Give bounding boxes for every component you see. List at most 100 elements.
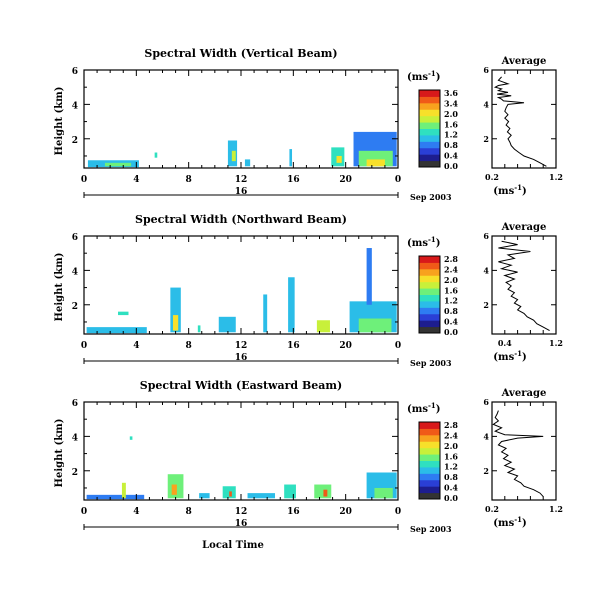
colorbar-tick-label: 1.6 (444, 451, 458, 461)
x-tick-label: 4 (133, 507, 139, 517)
colorbar-units-close: ) (436, 72, 441, 83)
x-tick-label: 20 (339, 341, 352, 351)
average-x-label-close: ) (522, 352, 527, 363)
colorbar-cell (419, 460, 440, 468)
colorbar-units-sup: -1 (428, 401, 436, 410)
colorbar-cell (419, 320, 440, 328)
colorbar-tick-label: 3.4 (444, 98, 458, 108)
plot-frame (83, 401, 399, 501)
colorbar-cell (419, 147, 440, 155)
average-x-label-base: (ms (493, 518, 514, 529)
echo-cell (323, 489, 328, 497)
x-tick-label: 8 (186, 175, 192, 185)
average-x-label-sup: -1 (514, 515, 522, 524)
colorbar-tick-label: 0.4 (444, 317, 458, 327)
average-panel-1: Average 2 4 6 0.2 1.2 (483, 56, 563, 182)
date-suffix: Sep 2003 (410, 358, 452, 368)
average-title: Average (501, 56, 547, 67)
colorbar-tick-label: 2.8 (444, 420, 458, 430)
x-tick-label: 8 (186, 507, 192, 517)
y-tick-label: 4 (72, 101, 78, 111)
plot-frame (83, 69, 399, 169)
x-tick-label: 8 (186, 341, 192, 351)
colorbar-cell (419, 441, 440, 449)
average-y-tick-label: 6 (483, 231, 489, 241)
average-x-label-base: (ms (493, 352, 514, 363)
average-y-tick-label: 2 (483, 134, 489, 144)
average-x-label-sup: -1 (514, 349, 522, 358)
average-y-tick-label: 4 (483, 99, 489, 109)
colorbar-units-close: ) (436, 238, 441, 249)
x-tick-label: 20 (339, 175, 352, 185)
colorbar-tick-label: 1.6 (444, 285, 458, 295)
x-tick-label: 16 (287, 507, 300, 517)
x-tick-label: 0 (395, 341, 401, 351)
colorbar-cell (419, 428, 440, 436)
average-panel-2: Average 2 4 6 0.4 1.2 (483, 222, 563, 348)
date-label: 16 (235, 187, 248, 197)
average-y-tick-label: 6 (483, 65, 489, 75)
colorbar-cell (419, 268, 440, 276)
echo-cell (118, 311, 129, 316)
colorbar-cell (419, 479, 440, 487)
colorbar-cell (419, 447, 440, 455)
average-x-label-sup: -1 (514, 183, 522, 192)
echo-cell (121, 482, 126, 499)
colorbar-cell (419, 128, 440, 136)
average-y-tick-label: 6 (483, 397, 489, 407)
echo-cell (218, 316, 236, 333)
average-panel-3: Average 2 4 6 0.2 1.2 (483, 388, 563, 514)
average-y-tick-label: 4 (483, 431, 489, 441)
colorbar-tick-label: 0.8 (444, 472, 458, 482)
colorbar-cell (419, 256, 440, 263)
colorbar-tick-label: 2.0 (444, 109, 458, 119)
x-tick-label: 12 (235, 175, 248, 185)
colorbar-tick-label: 0.4 (444, 483, 458, 493)
average-x-label-close: ) (522, 186, 527, 197)
colorbar-tick-label: 1.2 (444, 296, 458, 306)
colorbar-cell (419, 288, 440, 295)
x-tick-label: 0 (81, 507, 87, 517)
colorbar-tick-label: 0.8 (444, 140, 458, 150)
panel-2: Spectral Width (Northward Beam)0 4 8 12 16 20… (54, 213, 458, 368)
date-label: 16 (235, 519, 248, 529)
colorbar-tick-label: 1.6 (444, 119, 458, 129)
colorbar-cell (419, 134, 440, 142)
x-tick-label: 16 (287, 341, 300, 351)
echo-cell (336, 155, 342, 163)
colorbar-frame (418, 89, 441, 168)
average-x-label: (ms-1) (493, 349, 526, 363)
colorbar-cell (419, 102, 440, 110)
echo-cell (366, 159, 385, 167)
y-tick-label: 6 (72, 399, 78, 409)
colorbar-cell (419, 313, 440, 321)
colorbar-units-sup: -1 (428, 235, 436, 244)
average-profile-line (493, 76, 547, 167)
average-frame (491, 235, 557, 335)
x-tick-label: 0 (81, 175, 87, 185)
colorbar-cell (419, 294, 440, 302)
x-tick-label: 12 (235, 507, 248, 517)
y-tick-label: 2 (72, 468, 78, 478)
echo-cell (366, 248, 372, 305)
echo-cell (374, 487, 393, 499)
x-tick-label: 20 (339, 507, 352, 517)
echo-cell (171, 484, 177, 495)
echo-cell (154, 152, 158, 158)
colorbar-cell (419, 326, 440, 333)
colorbar-cell (419, 141, 440, 149)
echo-cell (197, 325, 201, 333)
echo-cell (231, 150, 236, 162)
colorbar-tick-label: 2.8 (444, 254, 458, 264)
echo-cell (284, 484, 296, 499)
panel-title: Spectral Width (Northward Beam) (135, 213, 347, 226)
average-y-tick-label: 2 (483, 466, 489, 476)
colorbar-cell (419, 486, 440, 494)
colorbar-cell (419, 281, 440, 289)
colorbar-cell (419, 300, 440, 308)
colorbar-units: (ms-1) (407, 69, 440, 83)
average-x-label: (ms-1) (493, 515, 526, 529)
x-axis-label: Local Time (202, 540, 264, 551)
echo-cell (289, 149, 293, 167)
y-tick-label: 2 (72, 136, 78, 146)
